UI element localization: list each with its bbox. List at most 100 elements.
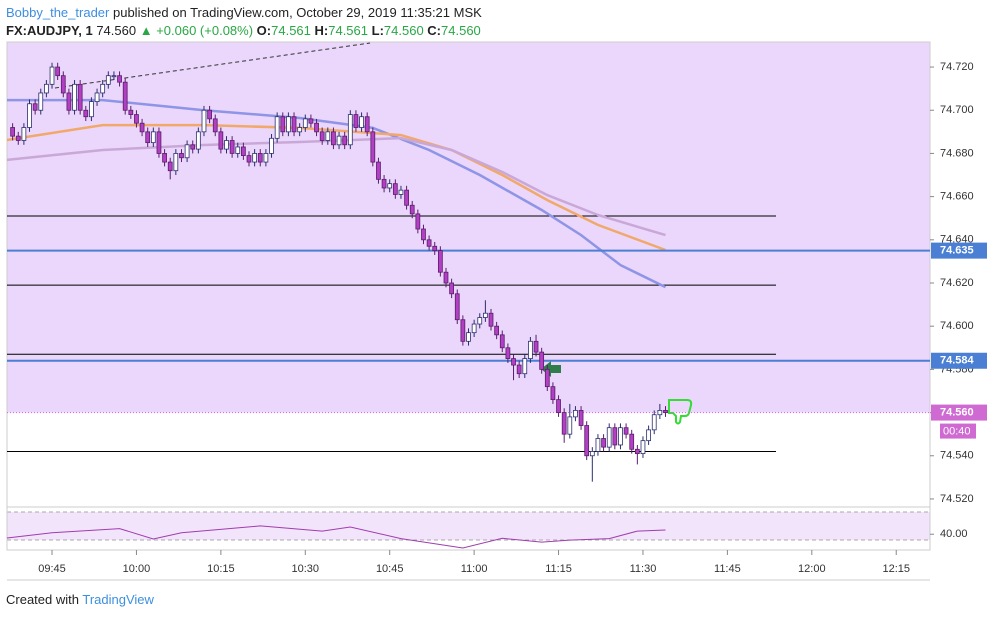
x-tick-label: 12:00 [798,563,826,575]
header: Bobby_the_trader published on TradingVie… [6,4,482,40]
candle-body [162,153,167,163]
price-label-box [931,242,987,259]
candle-body [657,410,663,416]
rsi-band [7,512,930,540]
x-tick-label: 11:15 [545,563,572,575]
candle-body [336,135,342,146]
candle-body [556,399,561,413]
candle-body [567,416,573,435]
candle-body [415,213,421,230]
candle-body [280,116,286,133]
candle-body [111,75,117,78]
candle-body [437,250,443,273]
candle-body [314,122,319,133]
ohlc-value: 74.561 [271,23,311,38]
candle-body [544,368,550,388]
candle-body [83,109,89,118]
rsi-line [6,525,666,549]
candle-body [432,245,438,252]
candle-body [342,135,348,146]
candle-body [145,131,151,144]
published: published on TradingView.com, October 29… [112,5,482,20]
candle-body [72,83,77,111]
candle-body [21,127,27,141]
price-label: 74.584 [940,355,975,367]
candle-body [128,109,134,115]
ohlc-value: 74.561 [328,23,368,38]
moving-average [6,123,666,252]
candle-body [179,153,184,159]
candle-body [77,83,83,111]
candle-body [252,153,258,163]
candle-body [122,81,128,111]
candle-body [578,410,584,426]
price-label: 74.635 [940,245,974,257]
y-tick-label: 74.660 [940,191,974,203]
symbol: FX:AUDJPY, 1 [6,23,93,38]
author[interactable]: Bobby_the_trader [6,5,110,20]
candle-body [595,438,601,452]
candle-body [212,118,218,133]
candle-body [173,153,179,172]
candle-body [49,66,55,85]
candle-body [66,92,72,111]
candle-body [387,183,393,189]
last-price-label: 74.560 [940,406,974,418]
ohlc-label: O: [256,23,272,38]
candle-body [195,131,201,150]
candle-body [308,118,314,124]
y-tick-label: 74.720 [940,61,974,73]
candle-body [184,144,190,159]
plot-border [6,41,931,551]
candle-body [511,358,516,366]
candle-body [601,438,606,448]
candle-body [117,75,122,83]
candle-body [573,410,578,418]
candle-body [466,332,471,342]
candle-body [550,386,556,401]
candle-body [640,440,646,455]
change: ▲ +0.060 (+0.08%) [139,23,254,38]
candle-body [364,116,370,133]
candle-body [139,122,145,133]
x-tick-label: 12:15 [882,563,910,575]
x-tick-label: 11:45 [714,563,741,575]
candle-body [421,228,426,241]
price-label-box [931,404,987,421]
ohlc-value: 74.560 [441,23,481,38]
candle-body [150,131,156,144]
candle-body [347,114,353,146]
moving-average [7,98,667,289]
candle-body [319,131,325,141]
candle-body [60,75,66,94]
background [7,42,930,413]
candle-body [471,323,477,334]
candle-body [156,131,162,154]
candle-body [167,161,173,172]
brand[interactable]: TradingView [82,592,154,607]
x-tick-label: 09:45 [38,563,66,575]
candle-body [381,178,387,189]
candle-body [589,451,595,457]
candle-body [426,239,432,247]
candle-body [274,116,280,139]
y-tick-label: 74.540 [940,450,974,462]
candle-body [404,189,409,206]
candle-body [646,429,651,442]
candle-body [10,127,15,137]
candle-body [38,92,44,111]
candle-body [297,127,303,133]
candle-body [201,109,207,133]
candle-body [618,427,623,446]
candle-body [207,109,212,120]
candle-body [241,146,246,156]
candle-body [44,83,49,94]
candle-body [398,189,404,195]
ohlc-value: 74.560 [383,23,424,38]
candle-body [263,153,269,163]
candle-body [229,140,235,154]
countdown-box [940,423,976,439]
candle-body [449,282,454,295]
candle-body [634,448,640,455]
